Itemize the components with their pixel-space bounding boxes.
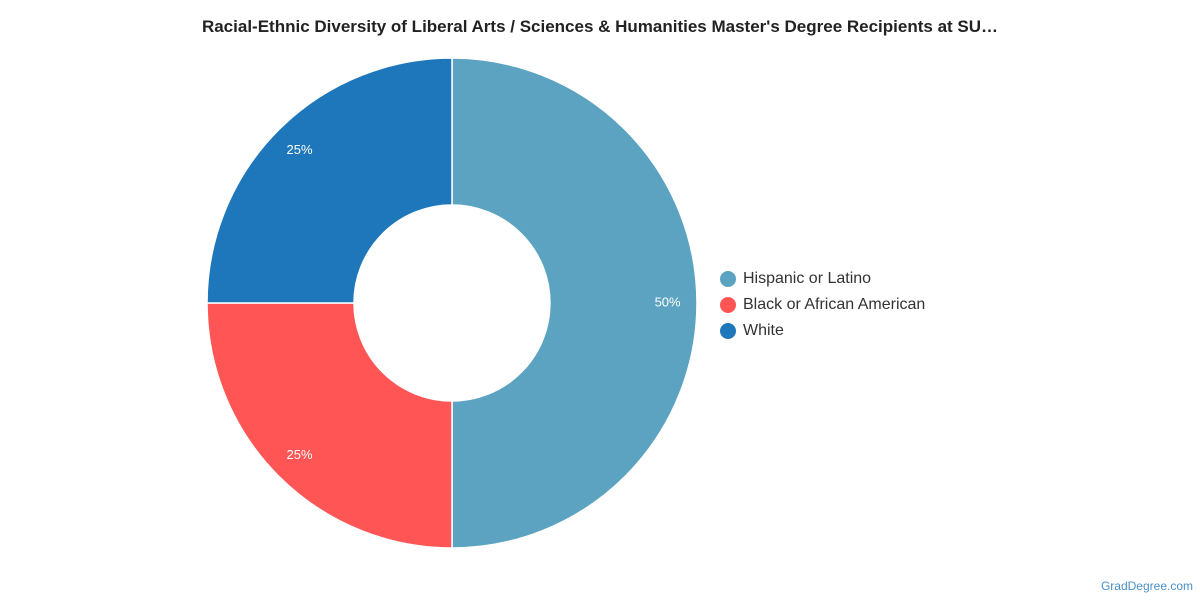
data-label-white: 25% [287, 142, 313, 157]
legend-label: Hispanic or Latino [743, 270, 872, 287]
data-label-hispanic-or-latino: 50% [655, 294, 681, 309]
chart-legend: Hispanic or Latino Black or African Amer… [720, 266, 925, 344]
pie-slice-hispanic-or-latino[interactable] [451, 57, 698, 549]
legend-label: Black or African American [743, 296, 926, 313]
pie-slice-black-or-african-american[interactable] [206, 302, 453, 549]
data-label-black-or-african-american: 25% [287, 447, 313, 462]
legend-item-hispanic-or-latino[interactable]: Hispanic or Latino [720, 266, 925, 292]
legend-swatch-white [720, 323, 736, 339]
legend-label: White [743, 322, 784, 339]
legend-swatch-black-or-african-american [720, 297, 736, 313]
credit-link[interactable]: GradDegree.com [1100, 579, 1193, 593]
pie-slice-white[interactable] [206, 57, 453, 304]
legend-item-black-or-african-american[interactable]: Black or African American [720, 292, 925, 318]
legend-swatch-hispanic-or-latino [720, 271, 736, 287]
legend-item-white[interactable]: White [720, 318, 925, 344]
chart-title: Racial-Ethnic Diversity of Liberal Arts … [201, 17, 999, 36]
